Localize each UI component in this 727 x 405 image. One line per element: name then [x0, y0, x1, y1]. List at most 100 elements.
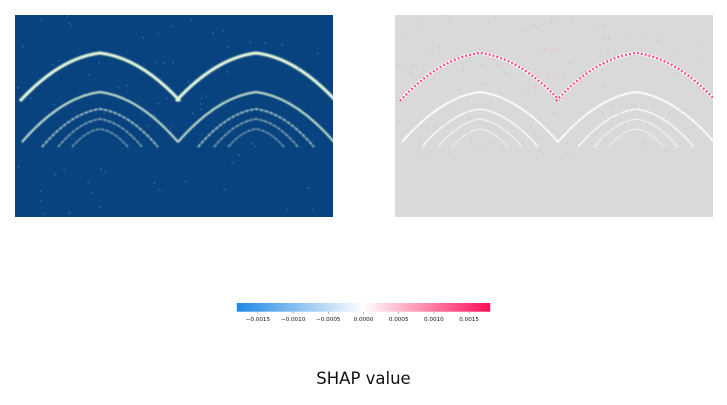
image-noise-pixel	[419, 138, 421, 140]
image-noise-pixel	[479, 65, 482, 67]
image-noise-pixel	[311, 209, 314, 211]
image-noise-pixel	[581, 72, 583, 74]
image-noise-pixel	[420, 17, 423, 20]
image-noise-pixel	[104, 171, 107, 173]
image-noise-pixel	[634, 106, 637, 108]
image-noise-pixel	[68, 212, 71, 214]
input-image-ridge-highlight	[175, 52, 333, 102]
image-noise-pixel	[39, 190, 42, 193]
image-noise-pixel	[98, 62, 100, 64]
image-noise-pixel	[171, 25, 173, 27]
image-noise-pixel	[190, 19, 192, 22]
shap-image-ridge	[437, 118, 523, 148]
colorbar-axis-label: SHAP value	[316, 369, 411, 388]
input-image-ridge-highlight	[197, 108, 315, 148]
image-noise-pixel	[264, 42, 267, 44]
image-noise-pixel	[584, 70, 586, 72]
image-noise-pixel	[249, 41, 252, 43]
image-noise-pixel	[40, 19, 43, 21]
image-noise-pixel	[170, 127, 172, 129]
image-noise-pixel	[592, 27, 594, 29]
image-noise-pixel	[604, 84, 606, 87]
image-noise-pixel	[397, 65, 399, 67]
image-noise-pixel	[126, 85, 128, 87]
image-noise-pixel	[533, 67, 536, 70]
image-noise-pixel	[433, 77, 435, 79]
input-image-ridge-highlight	[71, 128, 129, 148]
image-noise-pixel	[673, 116, 676, 118]
image-noise-pixel	[227, 46, 229, 48]
shap-colorbar: −0.0015 −0.0010 −0.0005 0.0000 0.0005 0.0010 0…	[236, 303, 491, 323]
image-noise-pixel	[697, 41, 699, 43]
input-image-background	[15, 15, 333, 217]
image-noise-pixel	[621, 104, 623, 106]
image-noise-pixel	[187, 81, 190, 83]
image-noise-pixel	[51, 63, 53, 66]
image-noise-pixel	[155, 116, 157, 118]
image-noise-pixel	[479, 148, 481, 151]
image-noise-pixel	[423, 153, 425, 156]
image-noise-pixel	[537, 118, 539, 120]
image-noise-pixel	[603, 136, 606, 139]
image-noise-pixel	[404, 99, 406, 101]
image-noise-pixel	[463, 70, 465, 72]
colorbar-tick-label: 0.0000	[354, 317, 374, 323]
image-noise-pixel	[223, 188, 226, 191]
image-noise-pixel	[595, 131, 598, 133]
shap-image-heatmap	[395, 15, 713, 217]
image-noise-pixel	[153, 182, 156, 185]
colorbar-tick-label: −0.0010	[281, 317, 306, 323]
image-noise-pixel	[201, 97, 203, 99]
shap-image-ridge	[607, 128, 665, 148]
image-noise-pixel	[17, 166, 20, 168]
image-noise-pixel	[448, 153, 451, 155]
image-noise-pixel	[142, 36, 144, 39]
image-noise-pixel	[103, 112, 105, 115]
image-noise-pixel	[450, 22, 453, 24]
image-noise-pixel	[222, 30, 225, 32]
image-noise-pixel	[153, 114, 155, 116]
colorbar-tick-label: 0.0010	[424, 317, 444, 323]
image-noise-pixel	[603, 36, 605, 38]
colorbar-tick-label: 0.0005	[389, 317, 409, 323]
image-noise-pixel	[286, 208, 288, 211]
image-noise-pixel	[30, 97, 32, 99]
image-noise-pixel	[402, 36, 405, 38]
image-noise-pixel	[438, 46, 440, 48]
image-noise-pixel	[67, 15, 69, 17]
image-noise-pixel	[543, 48, 546, 50]
image-noise-pixel	[561, 74, 564, 76]
image-noise-pixel	[661, 35, 663, 37]
image-noise-pixel	[54, 173, 56, 175]
input-image-heatmap	[15, 15, 333, 217]
image-noise-pixel	[553, 77, 556, 79]
image-noise-pixel	[448, 20, 450, 22]
image-noise-pixel	[87, 181, 89, 183]
image-noise-pixel	[100, 168, 102, 170]
image-noise-pixel	[570, 18, 572, 20]
image-noise-pixel	[117, 86, 119, 88]
image-noise-pixel	[467, 131, 469, 133]
image-noise-pixel	[87, 74, 90, 76]
image-noise-pixel	[564, 131, 567, 133]
image-noise-pixel	[702, 92, 704, 95]
image-noise-pixel	[212, 32, 214, 34]
image-noise-pixel	[434, 126, 436, 128]
image-noise-pixel	[99, 206, 101, 208]
image-noise-pixel	[696, 60, 699, 62]
image-noise-pixel	[527, 92, 529, 94]
image-noise-pixel	[681, 109, 683, 112]
image-noise-pixel	[580, 76, 582, 79]
image-noise-pixel	[470, 138, 472, 141]
image-noise-pixel	[607, 54, 609, 56]
input-image-ridge-highlight	[19, 52, 181, 102]
image-noise-pixel	[447, 15, 449, 17]
image-noise-pixel	[537, 76, 539, 78]
image-noise-pixel	[537, 27, 539, 29]
image-noise-pixel	[163, 62, 166, 64]
image-noise-pixel	[254, 145, 257, 147]
image-noise-pixel	[159, 189, 161, 191]
image-noise-pixel	[63, 169, 65, 171]
input-image-ridge-highlight	[177, 91, 333, 143]
shap-positive-attribution	[399, 51, 561, 102]
